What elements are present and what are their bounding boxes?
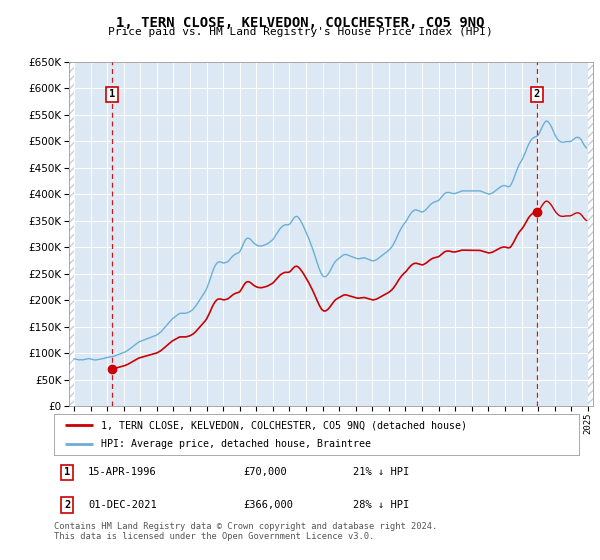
Text: 2: 2 bbox=[64, 500, 70, 510]
Text: 2: 2 bbox=[533, 89, 540, 99]
Text: 1: 1 bbox=[64, 467, 70, 477]
Text: £366,000: £366,000 bbox=[243, 500, 293, 510]
Text: HPI: Average price, detached house, Braintree: HPI: Average price, detached house, Brai… bbox=[101, 439, 371, 449]
Text: 28% ↓ HPI: 28% ↓ HPI bbox=[353, 500, 409, 510]
Text: 1: 1 bbox=[109, 89, 115, 99]
Text: 15-APR-1996: 15-APR-1996 bbox=[88, 467, 157, 477]
Text: £70,000: £70,000 bbox=[243, 467, 287, 477]
Text: Price paid vs. HM Land Registry's House Price Index (HPI): Price paid vs. HM Land Registry's House … bbox=[107, 27, 493, 37]
Text: 1, TERN CLOSE, KELVEDON, COLCHESTER, CO5 9NQ (detached house): 1, TERN CLOSE, KELVEDON, COLCHESTER, CO5… bbox=[101, 421, 467, 430]
Text: 01-DEC-2021: 01-DEC-2021 bbox=[88, 500, 157, 510]
Text: Contains HM Land Registry data © Crown copyright and database right 2024.
This d: Contains HM Land Registry data © Crown c… bbox=[54, 522, 437, 542]
Text: 21% ↓ HPI: 21% ↓ HPI bbox=[353, 467, 409, 477]
Text: 1, TERN CLOSE, KELVEDON, COLCHESTER, CO5 9NQ: 1, TERN CLOSE, KELVEDON, COLCHESTER, CO5… bbox=[116, 16, 484, 30]
